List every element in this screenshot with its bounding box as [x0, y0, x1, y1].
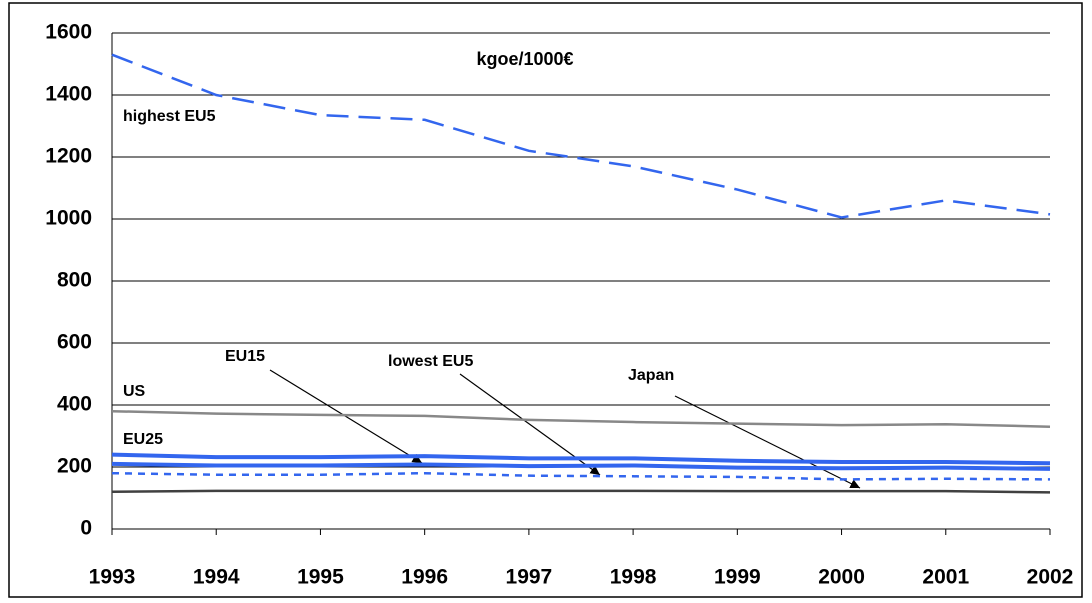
series-label: Japan: [628, 367, 674, 384]
chart-title: kgoe/1000€: [476, 49, 573, 69]
series-label: EU25: [123, 431, 163, 448]
y-tick-label: 200: [57, 455, 92, 478]
chart-frame: [8, 2, 1083, 598]
x-tick-label: 1997: [506, 566, 553, 589]
y-tick-label: 600: [57, 331, 92, 354]
series-label: lowest EU5: [388, 353, 473, 370]
series-line: [111, 461, 1051, 471]
series-line: [111, 53, 1051, 219]
x-tick-label: 2002: [1027, 566, 1074, 589]
series-line: [111, 409, 1051, 428]
y-tick-label: 400: [57, 393, 92, 416]
series-label: highest EU5: [123, 108, 216, 125]
x-tick-label: 1999: [714, 566, 761, 589]
series-line: [111, 452, 1051, 466]
y-tick-label: 800: [57, 269, 92, 292]
series-line: [111, 471, 1051, 481]
x-tick-label: 2001: [922, 566, 969, 589]
series-label: US: [123, 383, 146, 400]
y-tick-label: 1600: [45, 21, 92, 44]
x-tick-label: 1998: [610, 566, 657, 589]
series-label: EU15: [225, 348, 265, 365]
y-tick-label: 1000: [45, 207, 92, 230]
x-tick-label: 1995: [297, 566, 344, 589]
x-tick-label: 1993: [89, 566, 136, 589]
y-tick-label: 1200: [45, 145, 92, 168]
arrow: [269, 369, 423, 464]
arrow: [674, 395, 861, 489]
series-line: [111, 489, 1051, 494]
x-tick-label: 2000: [818, 566, 865, 589]
y-tick-label: 1400: [45, 83, 92, 106]
x-tick-label: 1994: [193, 566, 240, 589]
x-tick-label: 1996: [401, 566, 448, 589]
y-tick-label: 0: [80, 517, 92, 540]
